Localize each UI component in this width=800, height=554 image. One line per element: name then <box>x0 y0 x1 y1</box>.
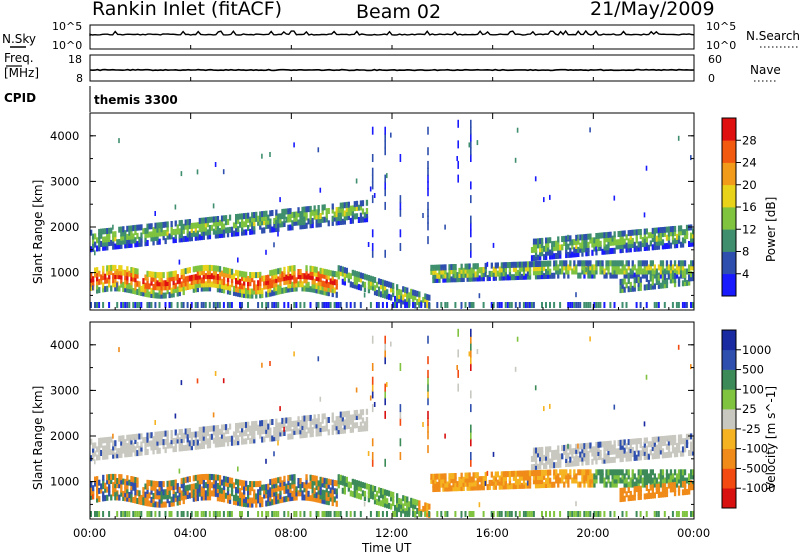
colorbar-tick: 500 <box>742 363 764 377</box>
freq-unit-label: [MHz] <box>4 66 39 80</box>
colorbar-tick: 25 <box>742 402 757 416</box>
colorbar-swatch <box>722 428 736 449</box>
colorbar-tick: 8 <box>742 245 749 259</box>
nsky-tick-bottom: 10^0 <box>52 39 82 52</box>
xtick-label: 04:00 <box>174 526 207 540</box>
power-colorbar-label: Power [dB] <box>764 197 778 262</box>
velocity-panel: 1000 2000 3000 4000 <box>50 321 695 520</box>
xtick-label: 08:00 <box>274 526 307 540</box>
date-label: 21/May/2009 <box>590 0 715 20</box>
nsky-line <box>89 29 695 36</box>
colorbar-swatch <box>722 162 736 186</box>
colorbar-swatch <box>722 207 736 230</box>
colorbar-tick: -25 <box>742 422 761 436</box>
colorbar-tick: 100 <box>742 382 764 396</box>
colorbar-tick: 4 <box>742 267 749 281</box>
freq-line <box>89 68 695 72</box>
colorbar-swatch <box>722 369 736 390</box>
power-ylabel: Slant Range [km] <box>31 180 45 284</box>
colorbar-tick: 1000 <box>742 343 771 357</box>
cpid-label: CPID <box>4 91 36 105</box>
colorbar-swatch <box>722 229 736 252</box>
freq-tick-bottom: 8 <box>76 72 83 85</box>
colorbar-tick: -500 <box>742 461 768 475</box>
freq-tick-top: 18 <box>68 53 82 66</box>
colorbar-swatch <box>722 330 736 351</box>
colorbar-swatch <box>722 389 736 410</box>
nave-tick-top: 60 <box>708 53 722 66</box>
colorbar-tick: 12 <box>742 222 757 236</box>
nsky-tick-top: 10^5 <box>52 20 82 33</box>
colorbar-swatch <box>722 468 736 489</box>
colorbar-swatch <box>722 118 736 141</box>
colorbar-tick: -100 <box>742 442 768 456</box>
nsearch-tick-bottom: 10^0 <box>706 39 736 52</box>
colorbar-swatch <box>722 488 736 509</box>
nsearch-tick-top: 10^5 <box>706 20 736 33</box>
ytick-label: 1000 <box>50 266 79 280</box>
ytick-label: 3000 <box>50 383 79 397</box>
colorbar-tick: 24 <box>742 156 757 170</box>
xaxis-label: Time UT <box>361 541 412 554</box>
cpid-value: themis 3300 <box>94 93 178 107</box>
colorbar-swatch <box>722 184 736 208</box>
nsearch-label: N.Search <box>746 29 800 43</box>
xtick-label: 00:00 <box>677 526 710 540</box>
velocity-colorbar: -1000 -500 -100 -25 25 100 500 1000 <box>721 329 775 509</box>
power-colorbar: 4 8 12 16 20 24 28 <box>721 117 757 297</box>
velocity-colorbar-label: Velocity [m s^-1] <box>764 386 778 490</box>
ytick-label: 1000 <box>50 475 79 489</box>
nave-label: Nave <box>750 63 781 77</box>
colorbar-swatch <box>722 349 736 370</box>
station-title: Rankin Inlet (fitACF) <box>92 0 282 20</box>
power-panel: 1000 2000 3000 4000 <box>50 112 695 311</box>
colorbar-tick: 16 <box>742 200 757 214</box>
ytick-label: 3000 <box>50 174 79 188</box>
colorbar-swatch <box>722 273 736 297</box>
colorbar-swatch <box>722 448 736 469</box>
colorbar-tick: 28 <box>742 133 757 147</box>
xtick-label: 16:00 <box>476 526 509 540</box>
ytick-label: 2000 <box>50 220 79 234</box>
velocity-ylabel: Slant Range [km] <box>31 386 45 490</box>
colorbar-tick: -1000 <box>742 481 775 495</box>
colorbar-swatch <box>722 251 736 275</box>
ytick-label: 4000 <box>50 338 79 352</box>
nsky-trace <box>89 29 695 36</box>
ytick-label: 4000 <box>50 129 79 143</box>
nave-tick-bottom: 0 <box>708 72 715 85</box>
freq-trace <box>89 68 695 72</box>
nsky-label: N.Sky <box>2 32 36 46</box>
colorbar-swatch <box>722 409 736 430</box>
xtick-label: 00:00 <box>73 526 106 540</box>
freq-label: Freq. <box>4 51 34 65</box>
xtick-label: 20:00 <box>576 526 609 540</box>
xtick-label: 12:00 <box>375 526 408 540</box>
colorbar-tick: 20 <box>742 178 757 192</box>
time-axis: 00:00 04:00 08:00 12:00 16:00 20:00 00:00 <box>73 45 710 540</box>
beam-label: Beam 02 <box>356 1 441 23</box>
ytick-label: 2000 <box>50 429 79 443</box>
colorbar-swatch <box>722 140 736 163</box>
